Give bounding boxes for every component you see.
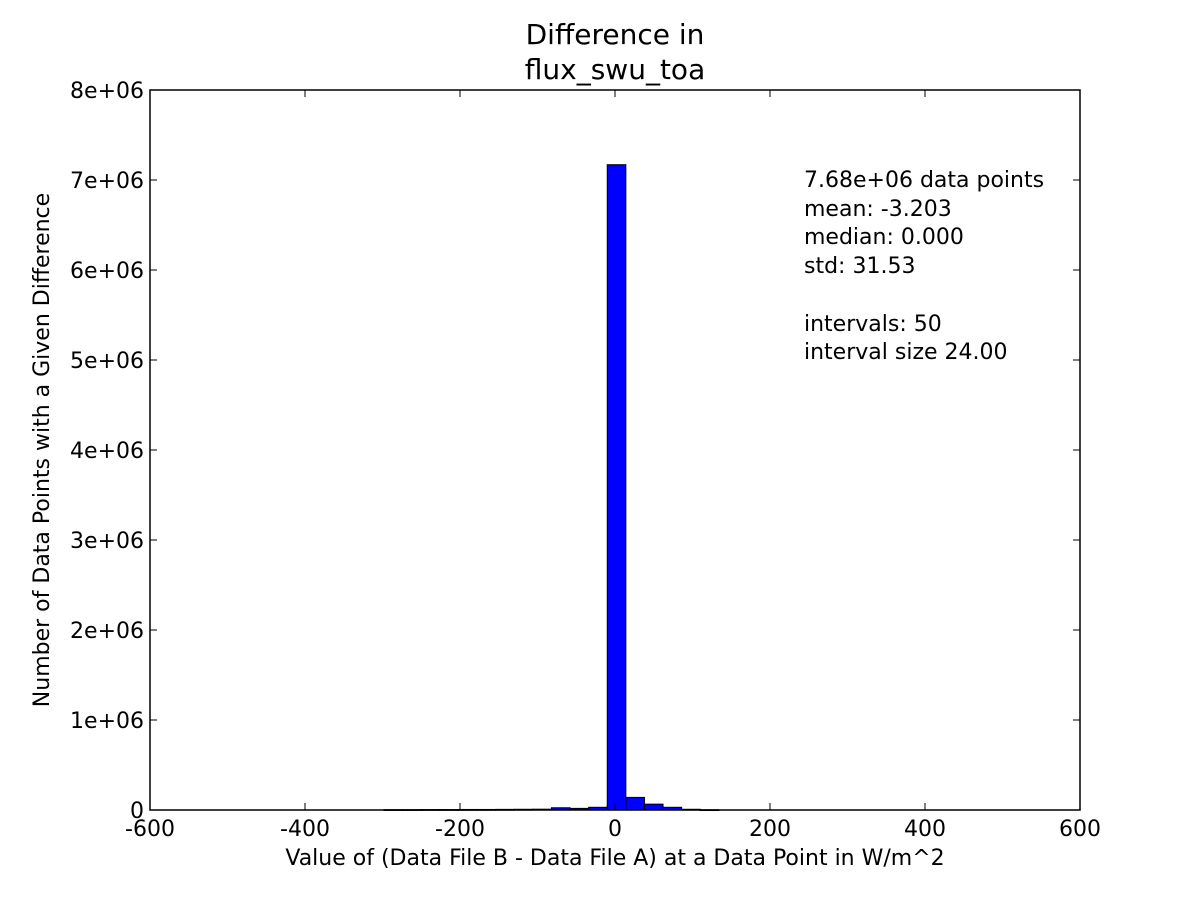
stats-line: 7.68e+06 data points bbox=[804, 168, 1044, 193]
stats-line: std: 31.53 bbox=[804, 254, 915, 279]
y-tick-label: 5e+06 bbox=[70, 349, 144, 374]
stats-line: intervals: 50 bbox=[804, 312, 942, 337]
stats-annotation: 7.68e+06 data points mean: -3.203 median… bbox=[804, 168, 1044, 365]
histogram-bar bbox=[625, 796, 645, 811]
stats-line: interval size 24.00 bbox=[804, 340, 1008, 365]
bars-group bbox=[383, 164, 720, 812]
y-tick-label: 3e+06 bbox=[70, 529, 144, 554]
chart-title-line-1: Difference in bbox=[526, 18, 705, 51]
histogram-bar bbox=[643, 803, 664, 811]
x-axis-ticks: -600 -400 -200 0 200 400 600 bbox=[125, 90, 1101, 842]
histogram-bar bbox=[606, 164, 627, 811]
y-axis-ticks: 0 1e+06 2e+06 3e+06 4e+06 5e+06 6e+06 7e+06 8e+0… bbox=[70, 79, 1080, 824]
y-tick-label: 2e+06 bbox=[70, 619, 144, 644]
chart-title-line-2: flux_swu_toa bbox=[525, 53, 705, 86]
x-tick-label: 400 bbox=[904, 817, 946, 842]
x-tick-label: 600 bbox=[1059, 817, 1101, 842]
x-tick-label: -200 bbox=[435, 817, 485, 842]
stats-line: mean: -3.203 bbox=[804, 197, 952, 222]
x-tick-label: -600 bbox=[125, 817, 175, 842]
y-tick-label: 7e+06 bbox=[70, 169, 144, 194]
y-tick-label: 6e+06 bbox=[70, 259, 144, 284]
y-tick-label: 0 bbox=[130, 799, 144, 824]
y-tick-label: 1e+06 bbox=[70, 709, 144, 734]
stats-line: median: 0.000 bbox=[804, 225, 964, 250]
x-tick-label: 200 bbox=[749, 817, 791, 842]
x-axis-label: Value of (Data File B - Data File A) at … bbox=[285, 846, 944, 871]
x-tick-label: -400 bbox=[280, 817, 330, 842]
y-axis-label: Number of Data Points with a Given Diffe… bbox=[30, 193, 55, 707]
y-tick-label: 4e+06 bbox=[70, 439, 144, 464]
y-tick-label: 8e+06 bbox=[70, 79, 144, 104]
x-tick-label: 0 bbox=[608, 817, 622, 842]
